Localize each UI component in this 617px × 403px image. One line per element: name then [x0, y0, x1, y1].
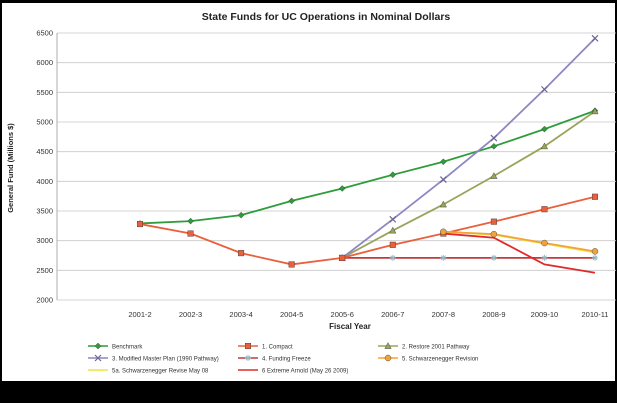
data-point	[136, 221, 143, 228]
y-tick-label: 2000	[36, 296, 53, 305]
bottom-black-band	[2, 381, 615, 403]
legend-marker	[384, 354, 392, 362]
series-layer	[136, 34, 599, 274]
x-tick-label: 2007-8	[432, 310, 455, 319]
data-point	[541, 85, 548, 93]
data-point	[389, 215, 397, 223]
data-point	[490, 172, 498, 179]
data-point	[490, 218, 497, 225]
data-point	[490, 230, 498, 238]
x-tick-label: 2009-10	[531, 310, 559, 319]
data-point	[490, 143, 498, 150]
data-point	[591, 34, 599, 42]
y-axis-label: General Fund (Millions $)	[6, 123, 15, 213]
legend-item: Benchmark	[88, 342, 143, 350]
data-point	[440, 158, 447, 166]
data-point	[238, 250, 245, 257]
data-point	[540, 142, 548, 150]
y-tick-label: 6500	[36, 29, 53, 38]
legend-label: 2. Restore 2001 Pathway	[402, 344, 469, 350]
gridlines	[56, 32, 616, 301]
data-point	[591, 248, 599, 255]
y-tick-label: 6000	[36, 58, 53, 67]
legend: Benchmark 1. Compact 2. Restore 2001 Pathw…	[88, 342, 478, 374]
legend-label: 4. Funding Freeze	[262, 356, 311, 362]
x-tick-label: 2004-5	[280, 310, 303, 319]
y-tick-label: 5000	[36, 118, 53, 127]
data-point	[490, 134, 498, 142]
legend-marker	[94, 342, 102, 350]
data-point	[591, 107, 599, 115]
data-point	[389, 226, 397, 234]
legend-label: 6 Extreme Arnold (May 26 2009)	[262, 368, 348, 374]
x-tick-label: 2010-11	[582, 310, 609, 319]
series-line	[139, 195, 596, 266]
data-point	[339, 254, 346, 261]
x-tick-label: 2006-7	[381, 310, 404, 319]
series-8	[443, 232, 596, 274]
y-tick-label: 3500	[36, 207, 53, 216]
series-line	[443, 230, 596, 253]
legend-label: 3. Modified Master Plan (1990 Pathway)	[112, 356, 219, 362]
legend-item: 5a. Schwarzenegger Revise May 08	[88, 368, 209, 374]
data-point	[187, 230, 194, 237]
series-line	[341, 110, 596, 259]
x-tick-label: 2005-6	[331, 310, 354, 319]
y-tick-label: 5500	[36, 88, 53, 97]
x-tick-label: 2002-3	[179, 310, 202, 319]
legend-item: 3. Modified Master Plan (1990 Pathway)	[88, 354, 219, 362]
data-point	[439, 200, 447, 208]
x-axis-label: Fiscal Year	[329, 322, 371, 331]
legend-label: Benchmark	[112, 344, 143, 350]
x-tick-label: 2003-4	[229, 310, 252, 319]
legend-item: 5. Schwarzenegger Revision	[378, 354, 478, 362]
data-point	[389, 171, 397, 179]
data-point	[237, 211, 245, 219]
legend-item: 1. Compact	[238, 343, 293, 350]
x-tick-label: 2008-9	[482, 310, 505, 319]
data-point	[389, 241, 396, 248]
legend-item: 4. Funding Freeze	[238, 355, 311, 362]
data-point	[338, 185, 346, 192]
data-point	[288, 197, 295, 205]
series-line	[341, 37, 596, 259]
legend-marker	[244, 343, 251, 350]
x-tick-labels: 2001-2 2002-3 2003-4 2004-5 2005-6 2006-7 2007…	[128, 310, 608, 319]
series-6	[440, 228, 599, 255]
data-point	[541, 254, 548, 261]
y-tick-label: 2500	[36, 266, 53, 275]
data-point	[592, 193, 599, 200]
y-tick-label: 4000	[36, 177, 53, 186]
legend-label: 1. Compact	[262, 344, 293, 350]
data-point	[389, 254, 396, 261]
data-point	[288, 261, 295, 268]
data-point	[541, 125, 548, 133]
data-point	[490, 254, 497, 261]
data-point	[541, 206, 548, 213]
y-tick-labels: 2000 2500 3000 3500 4000 4500 5000 5500 6000 6500	[36, 29, 53, 305]
chart-title: State Funds for UC Operations in Nominal…	[202, 11, 451, 23]
legend-item: 6 Extreme Arnold (May 26 2009)	[238, 368, 348, 374]
series-line	[443, 232, 596, 274]
x-tick-label: 2001-2	[128, 310, 151, 319]
y-tick-label: 3000	[36, 236, 53, 245]
chart-background	[2, 3, 615, 381]
legend-marker	[384, 342, 392, 349]
data-point	[187, 217, 194, 225]
legend-item: 2. Restore 2001 Pathway	[378, 342, 469, 350]
legend-marker	[245, 355, 251, 361]
y-tick-label: 4500	[36, 147, 53, 156]
data-point	[440, 228, 447, 235]
series-line	[139, 109, 596, 225]
data-point	[439, 176, 447, 183]
legend-marker	[94, 354, 102, 362]
data-point	[440, 254, 447, 261]
data-point	[592, 254, 598, 261]
legend-label: 5. Schwarzenegger Revision	[402, 356, 478, 362]
legend-label: 5a. Schwarzenegger Revise May 08	[112, 368, 209, 374]
data-point	[541, 239, 548, 247]
